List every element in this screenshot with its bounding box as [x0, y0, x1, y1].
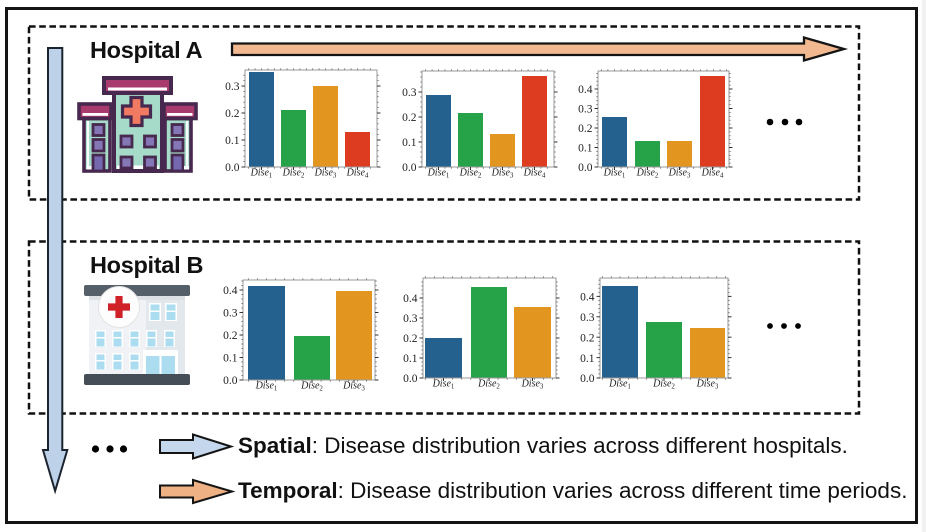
svg-text:0.2: 0.2 [402, 112, 417, 124]
svg-text:Dise2: Dise2 [652, 379, 675, 391]
svg-text:0.4: 0.4 [223, 285, 238, 297]
svg-text:Dise2: Dise2 [477, 379, 500, 391]
svg-text:0.1: 0.1 [225, 135, 240, 147]
svg-text:Dise1: Dise1 [603, 168, 626, 180]
svg-text:0.2: 0.2 [225, 108, 240, 120]
svg-text:Dise1: Dise1 [608, 379, 631, 391]
svg-text:Dise2: Dise2 [282, 168, 305, 180]
svg-text:Dise2: Dise2 [636, 168, 659, 180]
svg-text:0.0: 0.0 [402, 162, 417, 174]
svg-text:0.3: 0.3 [578, 104, 593, 116]
svg-text:Dise4: Dise4 [346, 168, 369, 180]
svg-text:Dise1: Dise1 [427, 168, 450, 180]
svg-text:Dise3: Dise3 [668, 168, 691, 180]
svg-text:0.3: 0.3 [580, 312, 595, 324]
svg-text:0.2: 0.2 [223, 330, 238, 342]
svg-text:Dise1: Dise1 [250, 168, 273, 180]
svg-text:Dise4: Dise4 [523, 168, 546, 180]
svg-text:Dise3: Dise3 [342, 381, 365, 393]
svg-text:0.2: 0.2 [580, 332, 595, 344]
svg-text:Dise3: Dise3 [521, 379, 544, 391]
svg-text:0.1: 0.1 [403, 353, 418, 365]
svg-text:0.3: 0.3 [225, 81, 240, 93]
svg-text:0.0: 0.0 [225, 162, 240, 174]
svg-text:0.1: 0.1 [580, 353, 595, 365]
svg-text:Dise3: Dise3 [491, 168, 514, 180]
svg-text:Dise2: Dise2 [459, 168, 482, 180]
svg-text:0.0: 0.0 [403, 373, 418, 385]
svg-text:0.1: 0.1 [578, 143, 593, 155]
svg-text:Dise3: Dise3 [314, 168, 337, 180]
svg-text:0.4: 0.4 [580, 292, 595, 304]
svg-text:0.0: 0.0 [580, 373, 595, 385]
svg-text:0.2: 0.2 [578, 123, 593, 135]
svg-text:Dise1: Dise1 [255, 381, 278, 393]
svg-text:Dise1: Dise1 [432, 379, 455, 391]
svg-text:Dise4: Dise4 [701, 168, 724, 180]
svg-text:0.0: 0.0 [223, 375, 238, 387]
svg-text:0.4: 0.4 [403, 293, 418, 305]
svg-text:0.2: 0.2 [403, 333, 418, 345]
svg-text:0.1: 0.1 [223, 353, 238, 365]
svg-text:0.1: 0.1 [402, 137, 417, 149]
svg-text:Dise3: Dise3 [696, 379, 719, 391]
svg-text:0.3: 0.3 [403, 313, 418, 325]
svg-text:0.4: 0.4 [578, 84, 593, 96]
svg-text:0.0: 0.0 [578, 162, 593, 174]
svg-text:0.3: 0.3 [402, 87, 417, 99]
svg-text:Dise2: Dise2 [300, 381, 323, 393]
svg-text:0.3: 0.3 [223, 308, 238, 320]
